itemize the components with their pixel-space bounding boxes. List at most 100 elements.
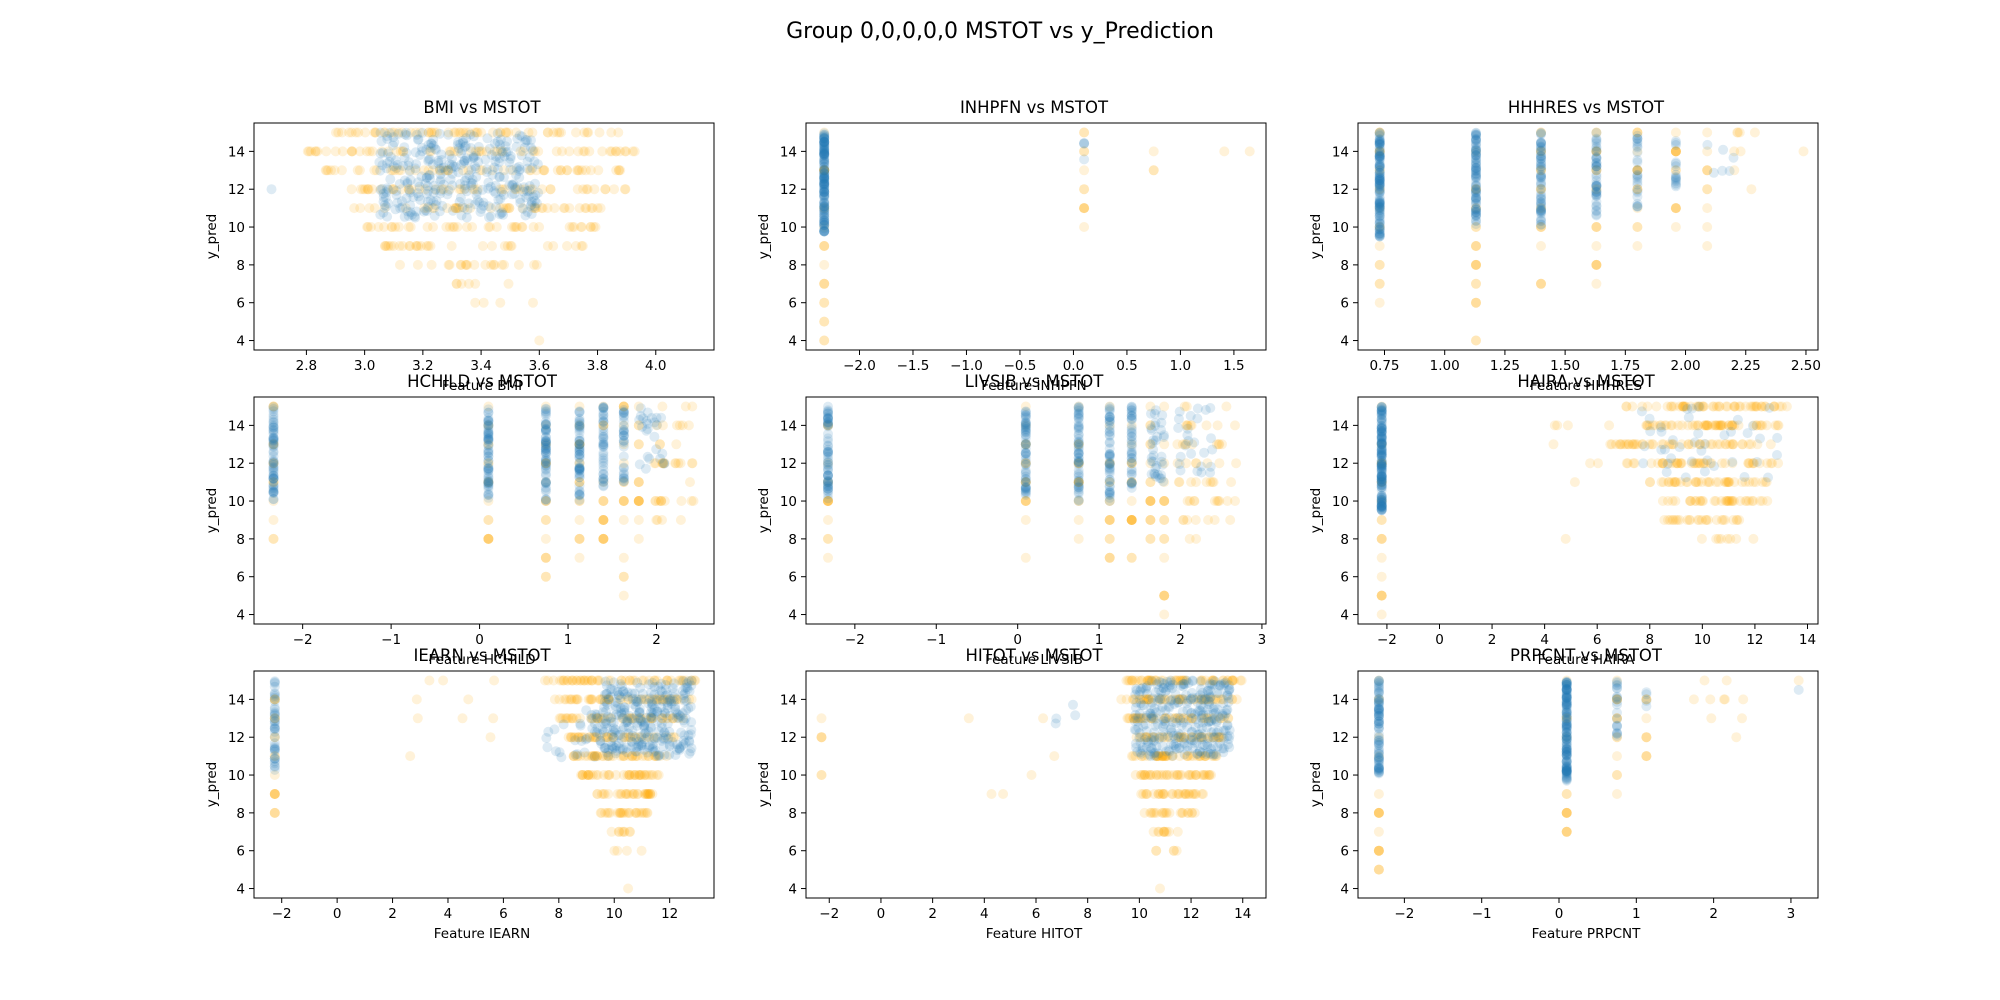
scatter-point	[540, 477, 551, 488]
scatter-point	[483, 428, 494, 439]
scatter-point	[1717, 420, 1727, 431]
scatter-point	[1206, 727, 1217, 738]
scatter-point	[1630, 439, 1641, 450]
scatter-point	[438, 184, 449, 195]
scatter-point	[648, 746, 659, 757]
scatter-point	[1471, 259, 1481, 270]
scatter-point	[1750, 401, 1761, 412]
y-tick-label: 12	[780, 456, 797, 472]
scatter-point	[1670, 477, 1680, 488]
scatter-point	[577, 165, 588, 176]
scatter-point	[1158, 682, 1169, 693]
scatter-point	[268, 473, 279, 484]
scatter-point	[428, 222, 438, 232]
scatter-point	[1135, 686, 1146, 697]
scatter-point	[1165, 675, 1176, 686]
scatter-point	[517, 222, 528, 232]
scatter-point	[635, 770, 646, 780]
scatter-point	[626, 741, 637, 752]
scatter-point	[1158, 726, 1169, 737]
scatter-point	[598, 468, 609, 479]
scatter-point	[1218, 694, 1229, 705]
scatter-point	[434, 128, 445, 139]
scatter-point	[1148, 807, 1159, 818]
scatter-point	[823, 470, 833, 481]
scatter-point	[1104, 451, 1115, 462]
scatter-point	[1186, 693, 1197, 704]
scatter-point	[619, 751, 630, 762]
scatter-point	[1376, 496, 1387, 507]
scatter-point	[621, 789, 632, 799]
scatter-point	[458, 127, 469, 138]
scatter-point	[1164, 732, 1175, 743]
scatter-point	[677, 708, 688, 719]
scatter-point	[574, 533, 585, 544]
scatter-point	[1680, 472, 1691, 483]
scatter-point	[1128, 713, 1139, 724]
scatter-point	[1223, 734, 1234, 744]
scatter-point	[1198, 702, 1208, 713]
scatter-point	[330, 146, 341, 157]
scatter-point	[1471, 134, 1481, 145]
scatter-point	[652, 750, 663, 761]
scatter-point	[1178, 713, 1189, 724]
scatter-point	[1374, 215, 1385, 226]
scatter-point	[617, 743, 628, 754]
scatter-point	[1376, 445, 1387, 456]
scatter-point	[1188, 735, 1199, 746]
scatter-point	[1612, 728, 1622, 739]
scatter-point	[608, 741, 619, 752]
scatter-point	[623, 883, 634, 894]
scatter-point	[574, 489, 585, 500]
scatter-point	[1374, 180, 1385, 191]
x-tick-label: 14	[1799, 632, 1816, 648]
scatter-point	[1126, 515, 1137, 525]
scatter-point	[1374, 178, 1385, 189]
scatter-point	[529, 156, 540, 167]
scatter-point	[1669, 477, 1680, 488]
scatter-point	[627, 751, 638, 762]
scatter-point	[1145, 770, 1156, 780]
scatter-point	[823, 417, 833, 428]
scatter-point	[494, 139, 505, 150]
scatter-point	[1747, 458, 1758, 469]
scatter-point	[1197, 723, 1207, 733]
scatter-point	[453, 137, 464, 147]
scatter-point	[1104, 466, 1115, 477]
scatter-point	[1104, 429, 1115, 440]
scatter-point	[1632, 177, 1643, 187]
scatter-point	[1710, 420, 1721, 431]
x-tick-label: 10	[1131, 906, 1148, 922]
scatter-point	[1175, 675, 1186, 686]
scatter-point	[1126, 552, 1137, 563]
scatter-point	[1561, 684, 1572, 695]
y-tick-label: 12	[228, 456, 245, 472]
scatter-point	[1178, 681, 1189, 692]
x-tick-label: 2.8	[296, 358, 317, 374]
y-tick-label: 14	[1332, 418, 1349, 434]
scatter-point	[563, 732, 574, 743]
scatter-point	[628, 675, 638, 686]
scatter-point	[476, 127, 487, 138]
scatter-point	[1376, 425, 1387, 436]
scatter-point	[268, 404, 279, 414]
scatter-point	[1376, 498, 1387, 509]
scatter-point	[1170, 695, 1181, 706]
scatter-point	[1747, 420, 1758, 431]
scatter-point	[540, 424, 551, 435]
scatter-point	[1373, 763, 1384, 773]
scatter-point	[1591, 278, 1602, 289]
scatter-point	[1720, 477, 1731, 488]
scatter-point	[461, 172, 472, 183]
scatter-point	[678, 690, 689, 701]
scatter-point	[1146, 713, 1157, 724]
scatter-point	[1206, 433, 1216, 444]
scatter-point	[1376, 437, 1387, 448]
scatter-point	[823, 533, 833, 544]
scatter-point	[1136, 770, 1147, 780]
scatter-point	[1151, 845, 1162, 856]
scatter-point	[581, 184, 592, 195]
scatter-point	[1536, 146, 1546, 157]
scatter-point	[1208, 732, 1219, 743]
